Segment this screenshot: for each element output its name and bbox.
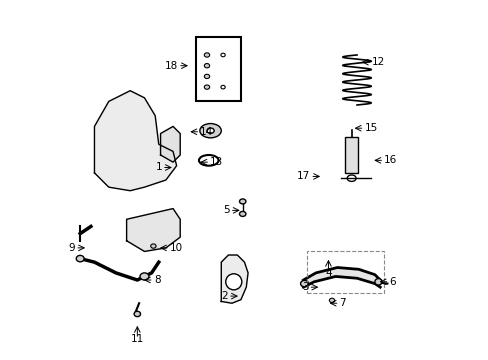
Ellipse shape: [374, 279, 381, 285]
Ellipse shape: [328, 298, 334, 302]
Ellipse shape: [225, 274, 242, 290]
Ellipse shape: [346, 175, 355, 181]
Text: 11: 11: [130, 334, 143, 344]
Ellipse shape: [140, 273, 149, 280]
Ellipse shape: [221, 53, 225, 57]
Text: 12: 12: [371, 57, 384, 67]
Polygon shape: [221, 255, 247, 303]
Ellipse shape: [239, 211, 245, 216]
Ellipse shape: [300, 280, 308, 287]
Ellipse shape: [204, 85, 209, 89]
Ellipse shape: [134, 311, 140, 317]
FancyBboxPatch shape: [345, 137, 357, 173]
Text: 7: 7: [339, 298, 346, 308]
Ellipse shape: [150, 244, 156, 248]
Text: 4: 4: [325, 268, 331, 278]
Text: 3: 3: [301, 282, 308, 292]
Text: 9: 9: [68, 243, 75, 253]
Text: 6: 6: [389, 277, 395, 287]
Ellipse shape: [239, 199, 245, 204]
Ellipse shape: [221, 85, 225, 89]
Ellipse shape: [204, 64, 209, 68]
Polygon shape: [94, 91, 176, 191]
Text: 16: 16: [384, 156, 397, 165]
Text: 18: 18: [164, 61, 178, 71]
Polygon shape: [160, 126, 180, 162]
Text: 1: 1: [155, 162, 162, 172]
Polygon shape: [303, 267, 380, 287]
Text: 17: 17: [296, 171, 309, 181]
Text: 5: 5: [223, 205, 229, 215]
Ellipse shape: [204, 74, 209, 78]
Text: 2: 2: [221, 291, 227, 301]
Text: 10: 10: [169, 243, 183, 253]
Text: 14: 14: [200, 127, 213, 137]
Ellipse shape: [76, 255, 84, 262]
Polygon shape: [126, 208, 180, 251]
FancyBboxPatch shape: [196, 37, 241, 102]
Text: 15: 15: [364, 123, 377, 133]
Text: 8: 8: [153, 275, 160, 285]
Ellipse shape: [200, 123, 221, 138]
Text: 13: 13: [210, 157, 223, 167]
Ellipse shape: [206, 128, 214, 134]
Ellipse shape: [204, 53, 209, 57]
